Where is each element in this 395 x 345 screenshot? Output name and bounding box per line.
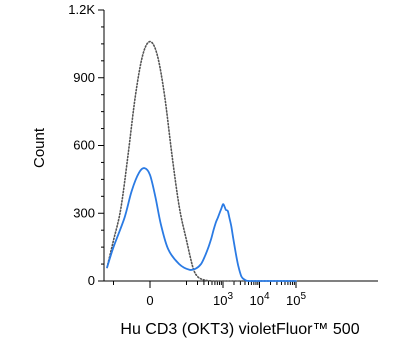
y-tick-label: 1.2K [68, 2, 95, 17]
stained-histogram-line [106, 167, 297, 282]
y-axis: 0 300 600 900 1.2K [68, 2, 104, 288]
x-axis-title: Hu CD3 (OKT3) violetFluor™ 500 [120, 321, 359, 338]
x-axis: 0 103 104 105 [113, 281, 306, 308]
y-axis-title: Count [31, 127, 48, 168]
plot-frame [103, 10, 378, 282]
control-histogram-line [106, 40, 297, 282]
x-tick-label: 105 [286, 291, 306, 308]
x-tick-label: 0 [146, 293, 153, 308]
y-tick-label: 900 [73, 70, 95, 85]
x-tick-label: 104 [249, 291, 269, 308]
y-tick-label: 600 [73, 138, 95, 153]
y-tick-label: 0 [88, 273, 95, 288]
series-layer [106, 40, 297, 282]
x-tick-label: 103 [213, 291, 233, 308]
y-tick-label: 300 [73, 205, 95, 220]
